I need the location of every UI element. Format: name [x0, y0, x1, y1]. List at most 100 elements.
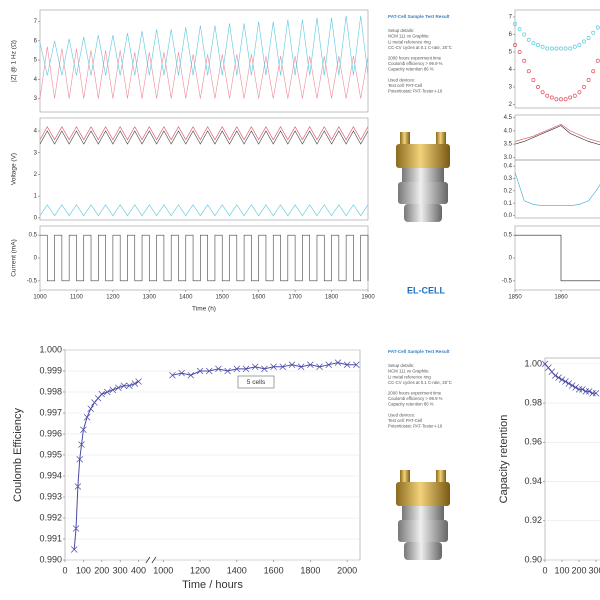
x-tick-label: 1000: [33, 295, 47, 301]
y-tick-label: 0.98: [524, 397, 542, 407]
info-line: Li metal reference ring: [388, 374, 431, 379]
series-line: [39, 204, 369, 217]
point: [513, 22, 517, 26]
x-tick-label: 100: [76, 565, 91, 575]
info-line: Coulomb efficiency > 99.9 %: [388, 396, 443, 401]
point: [187, 371, 195, 379]
point: [562, 378, 569, 385]
y-tick-label: 0.2: [504, 188, 513, 194]
point: [577, 43, 582, 47]
point: [517, 50, 522, 54]
annotation: 5 cells: [247, 379, 266, 386]
point: [582, 388, 590, 395]
panel-frame: [514, 225, 600, 291]
y-tick-label: 0.0: [504, 213, 513, 219]
panel-frame: [39, 117, 369, 221]
y-tick-label: 0.4: [504, 164, 513, 170]
y-tick-label: 7: [34, 19, 38, 25]
info-line: Capacity retention 86 %: [388, 67, 434, 72]
info-line: Li metal reference ring: [388, 39, 431, 44]
x-tick-label: 1900: [361, 295, 375, 301]
point: [83, 413, 91, 421]
x-tick-label: 300: [113, 565, 128, 575]
point: [572, 44, 577, 49]
y-tick-label: 4.0: [504, 128, 513, 134]
point: [215, 365, 222, 373]
x-tick-label: 2000: [337, 565, 357, 575]
series-line: [515, 234, 600, 282]
point: [586, 78, 591, 82]
x-tick-label: 0: [542, 565, 547, 575]
point: [540, 90, 545, 95]
y-tick-label: 0.990: [39, 554, 62, 564]
y-tick-label: 4.5: [504, 115, 513, 121]
point: [169, 371, 176, 379]
point: [548, 368, 556, 375]
point: [531, 41, 536, 46]
panel-frame: [514, 159, 600, 219]
y-tick-label: 0: [509, 256, 513, 262]
point: [540, 44, 545, 49]
panel-frame: [39, 9, 369, 113]
info-line: Potentiostat: PAT-Tester-i-16: [388, 89, 443, 94]
y-tick-label: 0.993: [39, 491, 62, 501]
x-tick-label: 200: [94, 565, 109, 575]
y-tick-label: 0.96: [524, 437, 542, 447]
y-tick-label: 0.994: [39, 470, 62, 480]
y-tick-label: 0.991: [39, 533, 62, 543]
point: [563, 46, 568, 51]
point: [559, 97, 563, 102]
point: [196, 367, 204, 375]
point: [572, 93, 577, 98]
point: [541, 360, 549, 368]
y-tick-label: 5: [509, 50, 513, 56]
y-tick-label: 0.3: [504, 176, 513, 182]
y-tick-label: -0.5: [502, 278, 513, 284]
info-line: Setup details:: [388, 363, 414, 368]
point: [270, 363, 277, 371]
point: [353, 361, 360, 368]
point: [279, 363, 287, 371]
y-tick-label: 0.997: [39, 407, 62, 417]
series-line: [514, 172, 600, 206]
x-tick-label: 1700: [288, 295, 302, 301]
y-tick-label: 4: [509, 67, 513, 73]
info-title: PAT-Cell Sample Test Result: [388, 349, 450, 354]
point: [343, 361, 351, 368]
info-title: PAT-Cell Sample Test Result: [388, 14, 450, 19]
y-tick-label: 0.996: [39, 428, 62, 438]
x-tick-label: 1200: [190, 565, 210, 575]
point: [126, 382, 133, 389]
point: [568, 46, 573, 51]
y-tick-label: 4: [34, 129, 38, 135]
y-tick-label: 3: [509, 85, 513, 91]
point: [242, 365, 250, 373]
axis-break-gap: [146, 558, 155, 562]
y-tick-label: 0.999: [39, 365, 62, 375]
series-line: [73, 381, 139, 550]
info-line: 2000 hours experiment time: [388, 391, 442, 396]
x-tick-label: 400: [131, 565, 146, 575]
y-tick-label: 3: [34, 150, 38, 156]
x-tick-label: 1400: [179, 295, 193, 301]
point: [80, 426, 87, 434]
y-tick-label: 0: [34, 256, 38, 262]
x-tick-label: 1100: [70, 295, 84, 301]
info-line: Potentiostat: PAT-Tester-i-16: [388, 424, 443, 429]
y-tick-label: 3.5: [504, 142, 513, 148]
point: [78, 441, 85, 448]
info-line: Capacity retention 86 %: [388, 402, 434, 407]
x-tick-label: 1860: [554, 295, 568, 301]
x-axis-label: Time (h): [192, 306, 216, 313]
point: [531, 78, 536, 82]
info-line: CC-CV cycles at 0.1 C-rate, 25°C: [388, 45, 452, 50]
y-tick-label: 4: [34, 77, 38, 83]
y-tick-label: 1: [34, 194, 38, 200]
point: [76, 455, 83, 463]
y-tick-label: 3: [34, 96, 38, 102]
x-tick-label: 300: [588, 565, 600, 575]
point: [554, 46, 559, 51]
x-tick-label: 100: [554, 565, 569, 575]
point: [549, 46, 554, 51]
